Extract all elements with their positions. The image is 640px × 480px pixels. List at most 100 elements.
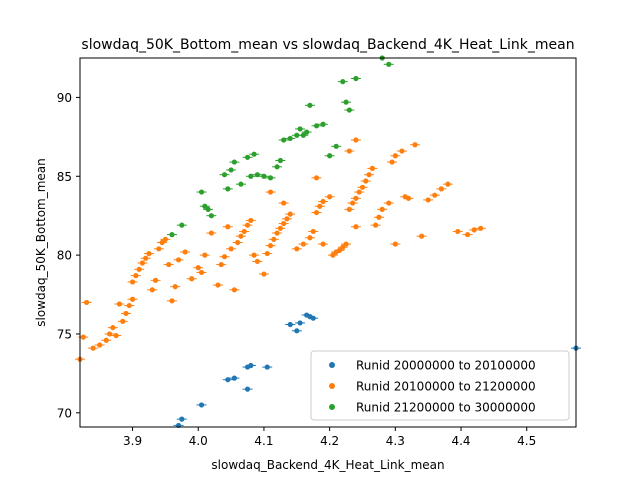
data-point [331, 143, 342, 149]
point-marker [195, 265, 201, 271]
data-point [242, 222, 253, 228]
point-marker [175, 257, 182, 263]
data-point [304, 102, 315, 108]
point-marker [202, 252, 208, 258]
point-marker [353, 137, 359, 143]
legend-label-series-2: Runid 20100000 to 21200000 [356, 380, 536, 394]
point-marker [80, 334, 86, 340]
point-marker [340, 79, 346, 85]
point-marker [113, 332, 119, 339]
point-marker [379, 206, 385, 212]
data-point [163, 261, 174, 268]
point-marker [274, 164, 280, 170]
data-point [285, 321, 296, 328]
point-marker [310, 228, 316, 235]
point-marker [294, 246, 300, 252]
data-point [344, 107, 355, 113]
point-marker [392, 153, 398, 159]
data-point [278, 137, 289, 143]
data-point [383, 200, 394, 206]
point-marker [353, 224, 359, 230]
point-marker [215, 282, 221, 288]
data-point [295, 320, 306, 326]
point-marker [320, 198, 326, 205]
point-marker [271, 236, 277, 242]
data-point [308, 315, 319, 321]
data-point [390, 153, 401, 159]
data-point [357, 184, 368, 190]
point-marker [129, 279, 136, 285]
point-marker [317, 203, 323, 209]
data-point [341, 99, 352, 105]
data-point [229, 287, 240, 293]
point-marker [386, 200, 392, 206]
point-marker [198, 189, 205, 195]
point-marker [221, 172, 228, 178]
data-point [114, 301, 125, 307]
point-marker [350, 200, 356, 206]
point-marker [241, 228, 247, 235]
data-point [344, 148, 355, 154]
data-point [196, 402, 207, 408]
data-point [318, 198, 329, 205]
point-marker [202, 203, 208, 209]
legend-label-series-1: Runid 20000000 to 20100000 [356, 359, 536, 373]
data-point [291, 246, 302, 252]
data-point [166, 232, 177, 238]
legend: Runid 20000000 to 20100000 Runid 2010000… [310, 350, 570, 421]
data-point [107, 325, 118, 331]
point-marker [343, 241, 349, 247]
x-tick-label: 4.5 [517, 434, 536, 448]
data-point [258, 173, 269, 179]
data-point [377, 206, 388, 212]
data-point [350, 224, 361, 230]
point-marker [172, 284, 178, 290]
data-point [186, 276, 197, 282]
data-point [239, 228, 250, 235]
data-point [268, 236, 279, 242]
point-marker [238, 181, 244, 187]
y-tick-label: 85 [57, 170, 72, 184]
data-point [212, 282, 223, 288]
point-marker [97, 342, 103, 348]
data-point [199, 252, 210, 258]
x-tick-label: 4.4 [451, 434, 470, 448]
data-point [176, 416, 187, 422]
point-marker [307, 235, 313, 241]
point-marker [179, 222, 185, 228]
data-point [232, 239, 243, 246]
legend-marker-series-3 [329, 404, 335, 410]
point-marker [310, 315, 316, 321]
point-marker [225, 377, 231, 383]
point-marker [267, 175, 274, 181]
data-point [206, 213, 217, 219]
point-marker [320, 241, 326, 247]
data-point [206, 230, 217, 236]
point-marker [264, 250, 270, 257]
point-marker [126, 302, 132, 309]
y-tick-label: 90 [57, 91, 72, 105]
data-point [245, 217, 256, 224]
data-point [344, 206, 355, 212]
data-point [252, 258, 263, 265]
point-marker [139, 260, 146, 266]
data-point [176, 222, 187, 228]
point-marker [146, 250, 152, 257]
point-marker [478, 225, 484, 231]
point-marker [248, 362, 254, 369]
data-point [147, 287, 158, 293]
data-point [101, 337, 112, 343]
data-point [272, 164, 283, 170]
x-axis-label: slowdaq_Backend_4K_Heat_Link_mean [211, 458, 444, 472]
point-marker [343, 99, 349, 105]
point-marker [284, 216, 290, 222]
point-marker [169, 298, 175, 304]
point-marker [179, 416, 185, 422]
data-point [278, 200, 289, 206]
data-point [354, 189, 365, 195]
point-marker [106, 331, 113, 337]
point-marker [405, 195, 412, 201]
data-point [219, 254, 230, 260]
point-marker [248, 217, 254, 224]
